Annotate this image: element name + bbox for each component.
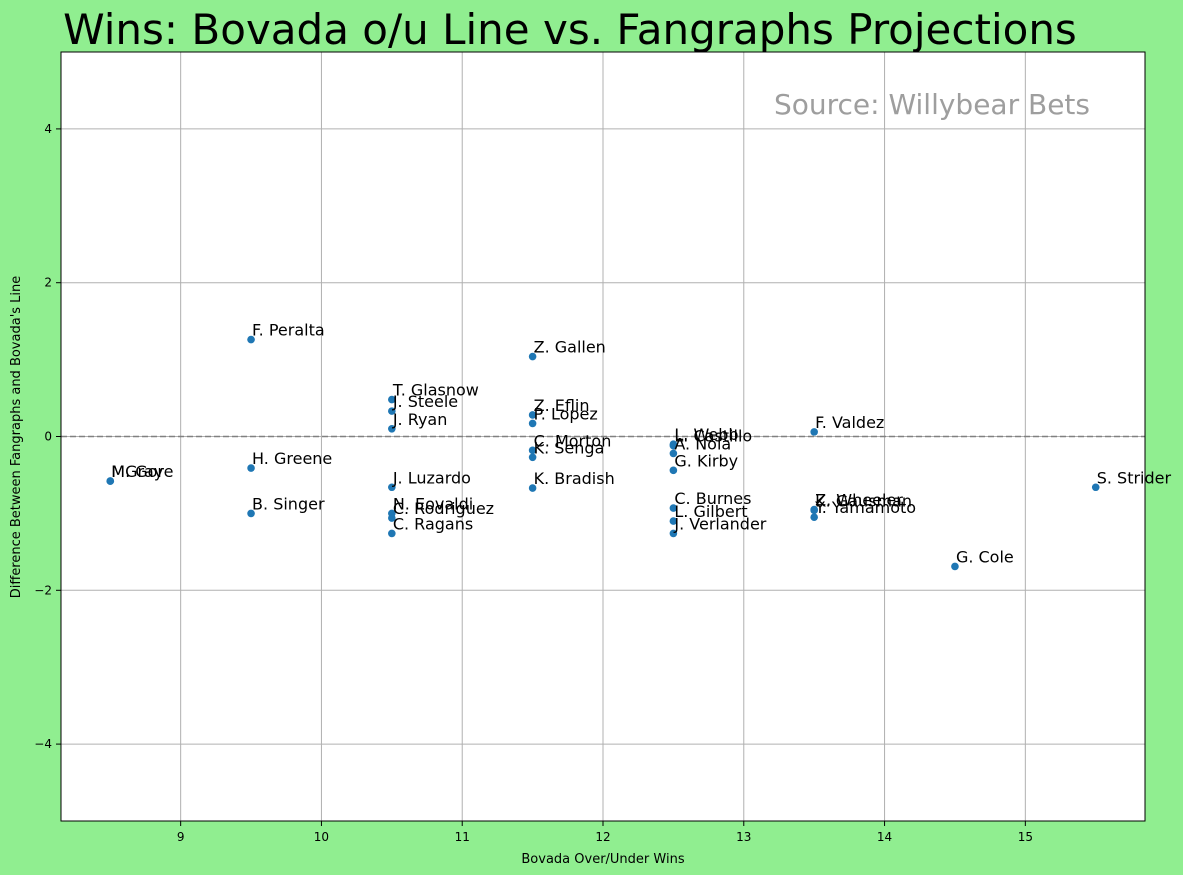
y-tick-label: 0	[44, 430, 52, 444]
y-tick-label: 2	[44, 276, 52, 290]
data-point	[1091, 483, 1100, 492]
data-point	[388, 395, 396, 404]
data-point	[528, 419, 537, 428]
point-label: G. Kirby	[674, 451, 738, 470]
data-point	[810, 428, 818, 436]
data-point	[528, 453, 537, 462]
x-axis-ticks: 9 10 11 12 13 14 15	[177, 821, 1033, 844]
data-point	[669, 517, 678, 525]
data-point	[951, 562, 959, 571]
point-label: K. Senga	[534, 438, 605, 457]
x-tick-label: 13	[736, 830, 751, 844]
data-point	[669, 529, 678, 538]
point-label: K. Gausman	[815, 491, 912, 510]
point-label: T. Glasnow	[392, 381, 479, 400]
point-label: J. Verlander	[673, 514, 766, 533]
data-point	[528, 484, 537, 492]
data-point	[528, 446, 537, 455]
point-label: C. Morton	[534, 431, 612, 450]
data-point	[669, 449, 678, 458]
data-point	[388, 407, 396, 415]
point-label: Y. Yamamoto	[814, 498, 916, 517]
data-point	[247, 335, 255, 344]
data-point	[388, 483, 396, 492]
point-label: K. Bradish	[534, 469, 615, 488]
chart-title: Wins: Bovada o/u Line vs. Fangraphs Proj…	[63, 5, 1077, 54]
point-label: F. Peralta	[252, 321, 325, 340]
x-axis-label: Bovada Over/Under Wins	[521, 852, 684, 867]
data-point	[669, 504, 678, 512]
data-point	[388, 529, 396, 538]
data-point	[388, 514, 396, 522]
data-point	[669, 441, 678, 450]
point-label: Z. Gallen	[534, 338, 606, 357]
point-label: N. Eovaldi	[393, 494, 473, 513]
point-label: J. Ryan	[392, 410, 448, 429]
y-axis-ticks: −4 −2 0 2 4	[34, 122, 61, 751]
point-label: Z. Eflin	[534, 396, 590, 415]
data-point	[247, 509, 255, 518]
point-label: Z. Wheeler	[815, 491, 903, 510]
data-point	[669, 466, 678, 475]
point-label: MGray	[111, 462, 163, 481]
point-label: C. Burnes	[674, 489, 751, 508]
data-point	[810, 513, 818, 522]
data-point	[528, 352, 537, 361]
x-tick-label: 11	[455, 830, 470, 844]
x-tick-label: 14	[877, 830, 892, 844]
point-label: B. Singer	[252, 494, 325, 513]
data-point	[247, 464, 255, 472]
data-point	[388, 425, 396, 433]
point-label: P. Lopez	[534, 404, 598, 423]
x-tick-label: 9	[177, 830, 185, 844]
point-label: J. Luzardo	[392, 468, 471, 487]
y-tick-label: −4	[34, 737, 52, 751]
point-label: C. Rodriguez	[393, 499, 494, 518]
point-label: H. Greene	[252, 449, 332, 468]
point-label: S. Strider	[1097, 468, 1172, 487]
x-tick-label: 10	[314, 830, 329, 844]
point-label: L. Castillo	[674, 427, 752, 446]
point-label: L. Gilbert	[674, 502, 747, 521]
y-tick-label: 4	[44, 122, 52, 136]
data-point	[528, 411, 537, 419]
data-point	[810, 506, 818, 515]
data-point	[106, 477, 115, 485]
point-label: J. Steele	[392, 392, 458, 411]
point-label: L. Webb	[674, 425, 738, 444]
source-annotation: Source: Willybear Bets	[774, 88, 1090, 121]
x-tick-label: 15	[1018, 830, 1033, 844]
y-tick-label: −2	[34, 583, 52, 597]
y-axis-label: Difference Between Fangraphs and Bovada'…	[9, 276, 24, 599]
point-label: A. Nola	[674, 434, 731, 453]
point-label: M. Gore	[111, 462, 173, 481]
x-tick-label: 12	[595, 830, 610, 844]
point-label: C. Ragans	[393, 514, 473, 533]
data-points	[106, 335, 1100, 571]
point-label: G. Cole	[956, 547, 1014, 566]
point-label: F. Valdez	[815, 413, 884, 432]
